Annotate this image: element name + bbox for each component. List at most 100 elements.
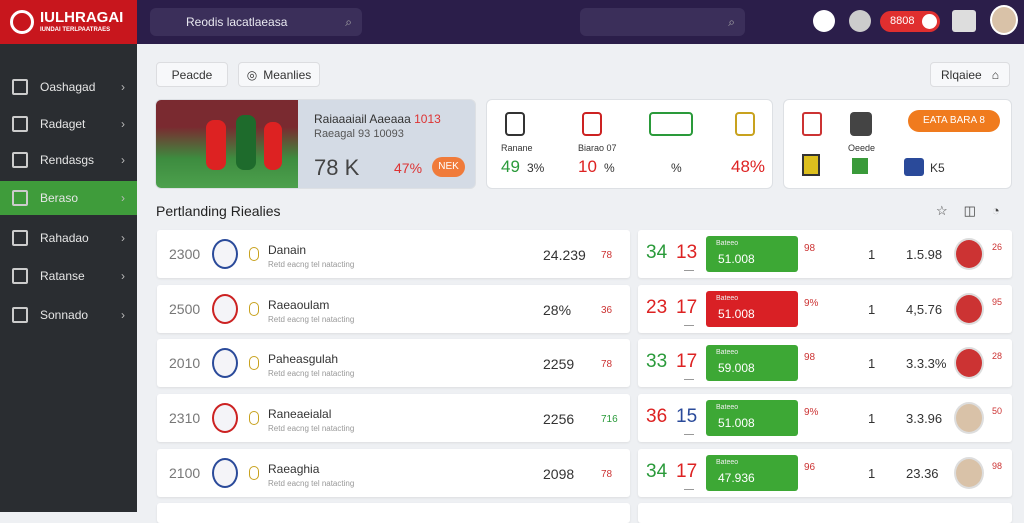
- row-c: 9%: [804, 407, 819, 419]
- row-d: 1: [868, 465, 876, 481]
- odds-value: 51.008: [718, 306, 755, 321]
- card3-label: Oeede: [848, 143, 876, 153]
- team-logo: [649, 112, 693, 136]
- section-icons[interactable]: ☆◫◔: [936, 203, 1016, 218]
- row-card[interactable]: 2100 Raeaghia Retd eacng tel natacting 2098…: [157, 448, 630, 497]
- nav-item[interactable]: Ratanse: [0, 259, 137, 293]
- rank: 2310: [169, 410, 201, 427]
- nav-item[interactable]: Sonnado: [0, 298, 137, 332]
- row-card[interactable]: 33 17 Bateeo 59.008 98 1 3.3.3% 28: [638, 339, 1012, 388]
- row-sub: Retd eacng tel natacting: [268, 424, 355, 434]
- stats-card: Ranane 49 3% Biarao 07 10%% 48%: [486, 99, 773, 189]
- nav-item[interactable]: Beraso: [0, 181, 137, 215]
- nav-item[interactable]: Radaget: [0, 107, 137, 141]
- row-small: 78: [601, 468, 613, 480]
- row-card[interactable]: 36 15 Bateeo 51.008 9% 1 3.3.96 50: [638, 394, 1012, 443]
- row-card[interactable]: 23 17 Bateeo 51.008 9% 1 4,5.76 95: [638, 284, 1012, 333]
- row-avatar: [954, 292, 984, 325]
- row-card[interactable]: 34 13 Bateeo 51.008 98 1 1.5.98 26: [638, 230, 1012, 278]
- odds-top: Bateeo: [716, 458, 739, 466]
- row-value: 24.239: [543, 247, 586, 263]
- team-unit: %: [671, 161, 682, 175]
- row-card[interactable]: 2500 Raeaoulam Retd eacng tel natacting 28%…: [157, 284, 630, 333]
- score-mini: [684, 374, 694, 381]
- toolbar-button[interactable]: Rlqaiee ⌂: [930, 62, 1010, 87]
- card-pct: 47%: [394, 160, 423, 176]
- team-badge: [212, 403, 238, 434]
- odds-box[interactable]: Bateeo 51.008: [706, 236, 798, 272]
- team-label: Biarao 07: [578, 143, 617, 153]
- icon-button[interactable]: [952, 10, 976, 32]
- row-small: 716: [601, 414, 618, 426]
- row-avatar: [954, 402, 984, 435]
- notification-pill[interactable]: 8808: [880, 11, 940, 32]
- mini-badge: [249, 411, 259, 426]
- nav-item[interactable]: Rahadao: [0, 221, 137, 255]
- row-card[interactable]: 34 17 Bateeo 47.936 96 1 23.36 98: [638, 448, 1012, 497]
- row-card[interactable]: 2310 Raneaeialal Retd eacng tel natacting 2…: [157, 394, 630, 443]
- logo[interactable]: IULHRAGAI IUNDAI TERLPAATRAES: [0, 0, 137, 44]
- featured-card[interactable]: Raiaaaiail Aaeaaa 1013 Raeagal 93 10093 …: [155, 99, 476, 189]
- odds-value: 51.008: [718, 416, 755, 431]
- odds-box[interactable]: Bateeo 47.936: [706, 454, 798, 491]
- breadcrumb-label: Meanlies: [263, 67, 312, 82]
- row-f: 95: [992, 296, 1003, 307]
- team-badge: [212, 457, 238, 488]
- row-f: 28: [992, 351, 1003, 362]
- row-d: 1: [868, 247, 876, 262]
- row-name: Danain: [268, 243, 307, 257]
- row-e: 4,5.76: [906, 301, 943, 317]
- nav-label: Ratanse: [40, 269, 85, 283]
- row-sub: Retd eacng tel natacting: [268, 314, 355, 324]
- search-box[interactable]: Reodis lacatlaeasa ⌕: [150, 8, 362, 36]
- search-box-2[interactable]: ⌕: [580, 8, 745, 36]
- odds-box[interactable]: Bateeo 51.008: [706, 290, 798, 327]
- odds-box[interactable]: Bateeo 51.008: [706, 400, 798, 437]
- user-avatar[interactable]: [990, 5, 1018, 35]
- row-c: 9%: [804, 297, 819, 309]
- row-sub: Retd eacng tel natacting: [268, 260, 355, 269]
- score-b: 15: [676, 406, 698, 428]
- icon-button[interactable]: [813, 10, 835, 32]
- row-avatar: [954, 238, 984, 270]
- breadcrumb-button[interactable]: Peacde: [156, 62, 228, 87]
- odds-box[interactable]: Bateeo 59.008: [706, 345, 798, 382]
- row-e: 3.3.3%: [906, 356, 947, 372]
- score-a: 23: [646, 296, 668, 318]
- nav-item[interactable]: Oashagad: [0, 70, 137, 104]
- rank: 2010: [169, 355, 201, 372]
- mini-badge: [249, 247, 259, 261]
- card-title-num: 1013: [414, 112, 441, 126]
- match-image: [156, 100, 298, 188]
- logo-subtitle: IUNDAI TERLPAATRAES: [40, 27, 111, 33]
- nav-item[interactable]: Rendasgs: [0, 143, 137, 177]
- score-mini: [684, 484, 694, 490]
- score-b: 13: [676, 242, 698, 263]
- row-small: 78: [601, 359, 613, 371]
- nav-label: Radaget: [40, 117, 86, 131]
- team-badge: [212, 348, 238, 379]
- team-value: 49: [501, 157, 520, 176]
- app: {"logo":{"title":"IULHRAGAI","subtitle":…: [0, 0, 1024, 512]
- row-d: 1: [868, 301, 876, 317]
- team-badge: [212, 239, 238, 269]
- nav-label: Rahadao: [40, 231, 89, 245]
- breadcrumb-button[interactable]: ◎ Meanlies: [238, 62, 320, 87]
- score-mini: [684, 429, 694, 436]
- row-name: Paheasgulah: [268, 352, 339, 367]
- team-unit: 3%: [527, 161, 545, 175]
- score-mini: [684, 265, 694, 271]
- badge: 8808: [890, 15, 915, 27]
- nav-label: Rendasgs: [40, 153, 95, 167]
- avatar[interactable]: [849, 10, 871, 32]
- score-b: 17: [676, 460, 698, 482]
- pill[interactable]: EATA BARA 8: [908, 110, 1000, 132]
- team-logo: [735, 112, 755, 136]
- odds-top: Bateeo: [716, 349, 739, 357]
- card-button[interactable]: NEK: [432, 157, 465, 177]
- row-e: 23.36: [906, 465, 939, 481]
- row-small: 36: [601, 304, 613, 316]
- row-card[interactable]: 2010 Paheasgulah Retd eacng tel natacting 2…: [157, 339, 630, 388]
- row-card[interactable]: 2300 Danain Retd eacng tel natacting 24.239…: [157, 230, 630, 278]
- rank: 2100: [169, 464, 201, 481]
